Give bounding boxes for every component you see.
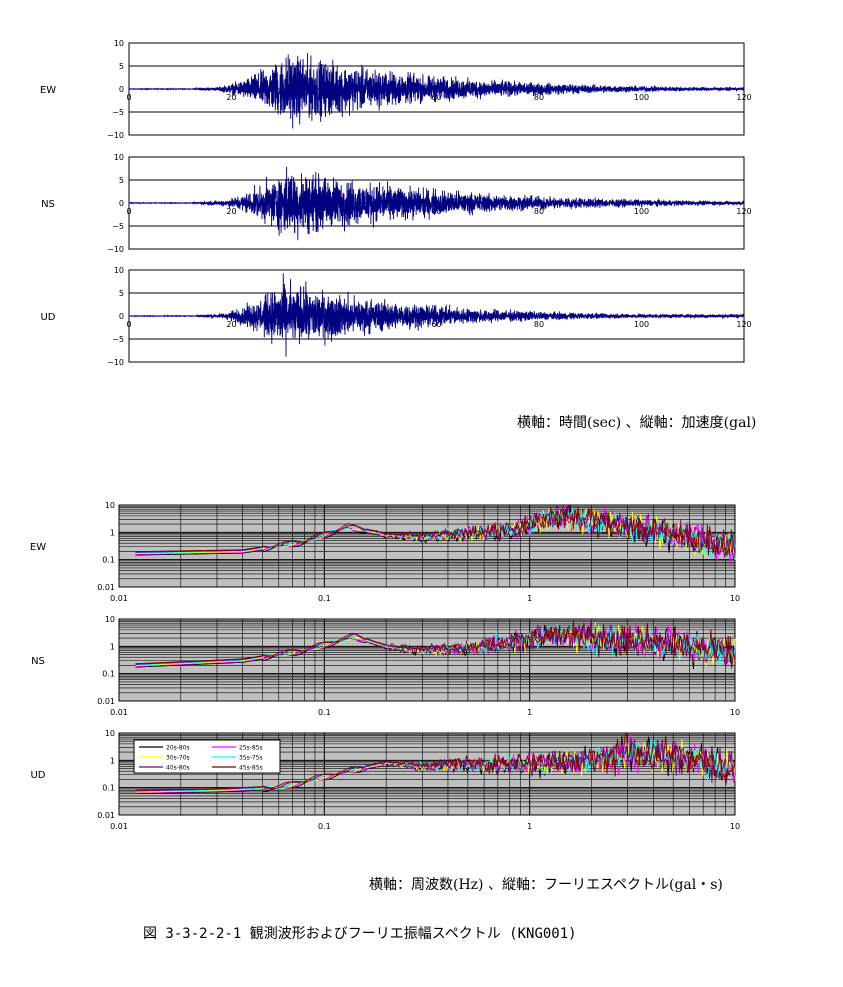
x-tick-label: 120 — [736, 207, 751, 216]
spectrum-series-45s-85s — [135, 505, 736, 557]
spectrum-series-25s-85s — [135, 621, 736, 667]
x-tick-label: 0.01 — [110, 708, 128, 717]
y-tick-label: 10 — [114, 153, 124, 162]
y-tick-label: 0.1 — [102, 556, 115, 565]
component-label: NS — [41, 199, 55, 210]
y-tick-label: 1 — [110, 642, 115, 651]
x-tick-label: 0.01 — [110, 594, 128, 603]
x-tick-label: 0 — [126, 93, 131, 102]
x-tick-label: 80 — [534, 93, 544, 102]
x-tick-label: 10 — [730, 822, 740, 831]
y-tick-label: 10 — [105, 729, 115, 738]
y-tick-label: 0.1 — [102, 784, 115, 793]
waveform-trace — [128, 53, 745, 129]
legend-label: 30s-70s — [166, 755, 190, 762]
y-tick-label: 0 — [119, 85, 124, 94]
y-tick-label: −10 — [107, 245, 124, 254]
legend-label: 20s-80s — [166, 745, 190, 752]
x-tick-label: 0 — [126, 207, 131, 216]
legend-label: 45s-85s — [239, 765, 263, 772]
spectrum-series-20s-80s — [135, 504, 736, 556]
plot-frame — [118, 504, 736, 588]
x-tick-label: 80 — [534, 320, 544, 329]
x-tick-label: 1 — [527, 594, 532, 603]
spectrum-series-45s-85s — [135, 620, 736, 669]
y-tick-label: −5 — [112, 222, 124, 231]
y-tick-label: 5 — [119, 62, 124, 71]
x-tick-label: 120 — [736, 93, 751, 102]
y-tick-label: 10 — [105, 615, 115, 624]
x-tick-label: 120 — [736, 320, 751, 329]
component-label: EW — [30, 542, 46, 553]
y-tick-label: 10 — [105, 501, 115, 510]
x-tick-label: 20 — [226, 93, 236, 102]
y-tick-label: 0 — [119, 312, 124, 321]
x-tick-label: 100 — [634, 207, 649, 216]
legend-label: 40s-80s — [166, 765, 190, 772]
x-tick-label: 20 — [226, 320, 236, 329]
figure-caption: 図 3-3-2-2-1 観測波形およびフーリエ振幅スペクトル (KNG001) — [143, 926, 577, 942]
y-tick-label: 5 — [119, 176, 124, 185]
y-tick-label: −5 — [112, 335, 124, 344]
spectrum-series-40s-80s — [135, 737, 736, 792]
x-tick-label: 1 — [527, 822, 532, 831]
x-tick-label: 100 — [634, 93, 649, 102]
y-tick-label: 0.01 — [97, 583, 115, 592]
y-tick-label: 0.01 — [97, 811, 115, 820]
component-label: NS — [31, 656, 45, 667]
spectrum-series-45s-85s — [135, 732, 736, 791]
y-tick-label: 0 — [119, 199, 124, 208]
y-tick-label: 10 — [114, 39, 124, 48]
y-tick-label: 0.01 — [97, 697, 115, 706]
x-tick-label: 80 — [534, 207, 544, 216]
x-tick-label: 10 — [730, 708, 740, 717]
x-tick-label: 20 — [226, 207, 236, 216]
x-tick-label: 0.01 — [110, 822, 128, 831]
spectrum-series-25s-85s — [135, 735, 736, 794]
legend-label: 35s-75s — [239, 755, 263, 762]
x-tick-label: 60 — [431, 207, 441, 216]
spectrum-axes-caption: 横軸：周波数(Hz) 、縦軸：フーリエスペクトル(gal・s) — [369, 877, 723, 893]
y-tick-label: −10 — [107, 358, 124, 367]
fourier-spectrum-ew: 10 1 0.1 0.01 0.01 0.1 1 10 EW — [30, 501, 740, 603]
y-tick-label: 10 — [114, 266, 124, 275]
waveform-trace — [128, 166, 745, 241]
x-tick-label: 0.1 — [318, 822, 331, 831]
y-tick-label: 5 — [119, 289, 124, 298]
y-tick-label: 0.1 — [102, 670, 115, 679]
x-tick-label: 0.1 — [318, 708, 331, 717]
component-label: UD — [30, 770, 45, 781]
x-tick-label: 10 — [730, 594, 740, 603]
y-tick-label: −10 — [107, 131, 124, 140]
component-label: UD — [40, 312, 55, 323]
x-tick-label: 1 — [527, 708, 532, 717]
fourier-spectrum-ns: 10 1 0.1 0.01 0.01 0.1 1 10 NS — [31, 615, 740, 717]
y-tick-label: −5 — [112, 108, 124, 117]
x-tick-label: 0.1 — [318, 594, 331, 603]
x-tick-label: 0 — [126, 320, 131, 329]
fourier-spectrum-ud: 10 1 0.1 0.01 0.01 0.1 1 10 UD 20s-80s 25s-85s 30s-… — [30, 729, 740, 831]
legend: 20s-80s 25s-85s 30s-70s 35s-75s 40s-80s 45s-8… — [133, 739, 281, 774]
y-tick-label: 1 — [110, 528, 115, 537]
time-axes-caption: 横軸：時間(sec) 、縦軸：加速度(gal) — [517, 415, 757, 431]
legend-label: 25s-85s — [239, 745, 263, 752]
waveform-trace — [128, 273, 745, 357]
x-tick-label: 100 — [634, 320, 649, 329]
component-label: EW — [40, 85, 56, 96]
y-tick-label: 1 — [110, 756, 115, 765]
